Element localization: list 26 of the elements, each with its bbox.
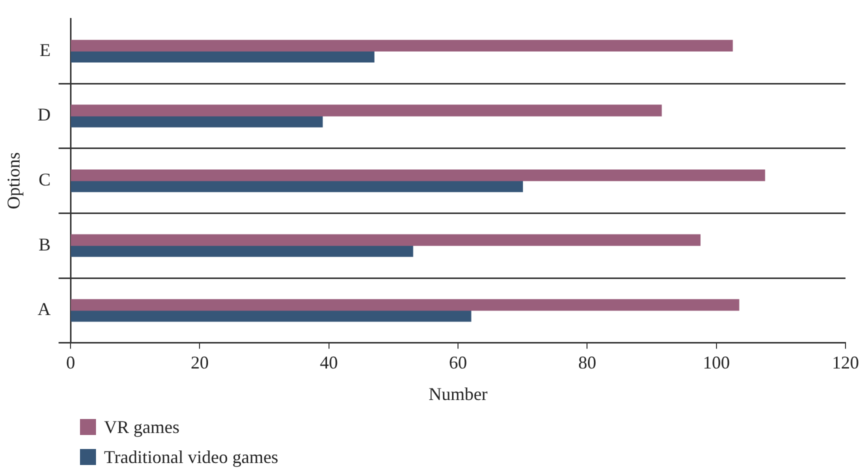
bar xyxy=(70,116,323,128)
x-tick-label: 100 xyxy=(702,352,730,372)
legend-label: Traditional video games xyxy=(104,446,278,468)
y-tick-label: B xyxy=(38,234,51,254)
y-tick-label: D xyxy=(38,104,51,125)
bar xyxy=(70,50,374,63)
bar xyxy=(70,169,766,182)
bar xyxy=(70,299,740,311)
bar xyxy=(70,310,472,322)
x-tick-label: 0 xyxy=(66,352,76,372)
bar xyxy=(70,245,414,257)
legend-label: VR games xyxy=(104,416,180,438)
x-tick-label: 80 xyxy=(578,352,596,372)
bar xyxy=(70,234,701,246)
bar xyxy=(70,180,523,192)
bar xyxy=(70,104,662,116)
x-tick-label: 20 xyxy=(190,352,209,372)
y-tick-label: E xyxy=(40,40,51,60)
x-tick-label: 40 xyxy=(320,352,338,372)
y-tick-label: A xyxy=(38,299,51,320)
bar xyxy=(70,40,733,52)
y-tick-label: C xyxy=(38,170,51,190)
x-tick-label: 60 xyxy=(449,352,468,372)
x-tick-label: 120 xyxy=(832,352,859,372)
x-axis-title: Number xyxy=(428,384,488,404)
y-axis-title: Options xyxy=(4,152,24,210)
